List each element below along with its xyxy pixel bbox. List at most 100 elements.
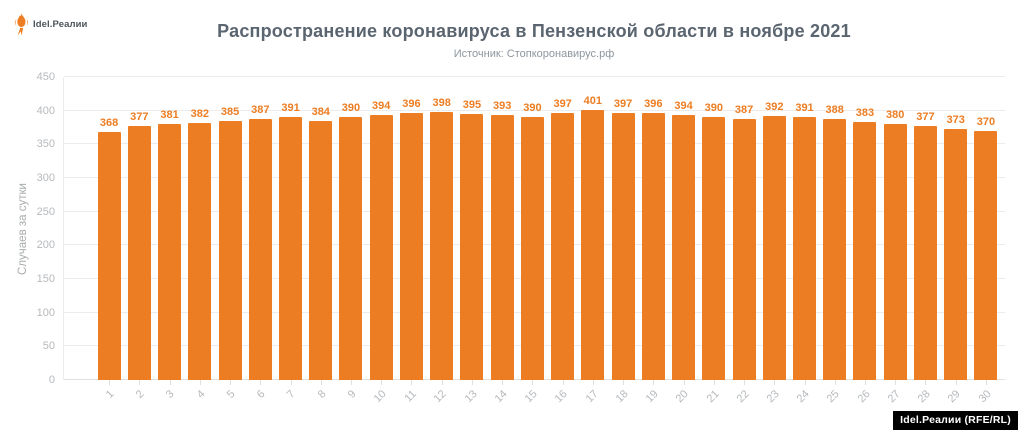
x-axis-tick xyxy=(471,380,473,385)
x-axis-tick-label-text: 3 xyxy=(164,388,178,401)
x-axis-tick-label-text: 28 xyxy=(915,388,933,406)
bar: 387 xyxy=(248,104,272,380)
x-axis-tick xyxy=(864,380,866,385)
bar-value-label: 394 xyxy=(372,99,391,112)
bar-slot: 12 398 xyxy=(427,77,457,405)
bar-slot: 21 390 xyxy=(699,77,729,405)
x-axis-tick-label-text: 22 xyxy=(734,388,752,406)
x-axis-tick xyxy=(623,380,625,385)
x-axis-tick xyxy=(139,380,141,385)
bar: 373 xyxy=(944,114,968,380)
bar-slot: 29 373 xyxy=(941,77,971,405)
x-axis-tick xyxy=(502,380,504,385)
x-axis-tick xyxy=(683,380,685,385)
x-axis-tick-label-text: 17 xyxy=(583,388,601,406)
x-axis-tick xyxy=(381,380,383,385)
bar-slot: 1 368 xyxy=(94,77,124,401)
bar-value-label: 388 xyxy=(825,103,844,116)
bar-slot: 14 393 xyxy=(487,77,517,405)
bar: 397 xyxy=(551,98,575,380)
gridline xyxy=(64,109,1005,111)
bar-value-label: 385 xyxy=(220,105,240,118)
x-axis-tick xyxy=(713,380,715,385)
x-axis-tick xyxy=(834,380,836,385)
x-axis-tick xyxy=(109,380,111,385)
bar-value-label: 390 xyxy=(341,102,361,115)
bar-slot: 10 394 xyxy=(366,77,396,405)
bar-slot: 11 396 xyxy=(396,77,426,405)
bar: 390 xyxy=(339,102,363,380)
x-axis-tick-label-text: 18 xyxy=(613,388,631,406)
x-axis-tick-label-text: 13 xyxy=(462,388,480,406)
x-axis-tick xyxy=(532,380,534,385)
bar-slot: 19 396 xyxy=(638,77,668,405)
x-axis-tick xyxy=(985,380,987,385)
x-axis-tick-label-text: 9 xyxy=(345,388,359,401)
bar: 396 xyxy=(399,98,423,380)
bar: 394 xyxy=(672,100,696,380)
bar-slot: 26 383 xyxy=(850,77,880,405)
x-axis-tick-label-text: 10 xyxy=(371,388,389,406)
x-axis-tick-label-text: 19 xyxy=(643,388,661,406)
x-axis-tick-label-text: 4 xyxy=(194,388,208,401)
x-axis-tick xyxy=(260,380,262,385)
x-axis-tick-label-text: 7 xyxy=(285,388,299,401)
bar-slot: 30 370 xyxy=(971,77,1001,405)
bar-value-label: 390 xyxy=(523,102,542,115)
brand-logo-text: Idel.Реалии xyxy=(33,19,88,30)
bar: 391 xyxy=(793,102,816,380)
bar-slot: 5 385 xyxy=(215,77,245,401)
bar: 377 xyxy=(127,111,151,380)
x-axis-tick xyxy=(925,380,927,385)
bar: 391 xyxy=(279,102,303,380)
chart-subtitle: Источник: Стопкоронавирус.рф xyxy=(453,48,615,60)
y-axis-tick-label: 50 xyxy=(42,340,55,353)
bar: 394 xyxy=(369,100,393,380)
bar: 384 xyxy=(309,106,333,380)
bar-slot: 13 395 xyxy=(457,77,487,405)
bar-value-label: 397 xyxy=(553,97,572,110)
x-axis-tick-label-text: 8 xyxy=(315,388,329,401)
x-axis-tick xyxy=(320,380,322,385)
x-axis-tick-label-text: 5 xyxy=(224,388,238,401)
bar-value-label: 396 xyxy=(644,98,663,111)
bar: 393 xyxy=(490,100,514,380)
bar-slot: 23 392 xyxy=(759,77,789,405)
bar: 395 xyxy=(460,99,484,380)
bar-value-label: 390 xyxy=(704,102,723,115)
bar-value-label: 393 xyxy=(492,100,512,113)
plot-area: 0 50 100 150 200 250 300 350 400 450 1 368 2 377 3 381 4… xyxy=(37,71,1005,405)
bar-value-label: 380 xyxy=(886,109,905,122)
bar: 398 xyxy=(430,97,454,380)
bar-slot: 27 380 xyxy=(880,77,910,405)
x-axis-tick-label-text: 26 xyxy=(855,388,873,406)
x-axis-tick-label-text: 2 xyxy=(134,388,147,401)
y-axis-tick-label: 200 xyxy=(36,239,55,252)
bar-slot: 4 382 xyxy=(185,77,215,401)
gridline xyxy=(64,76,1005,77)
bar-value-label: 398 xyxy=(432,97,451,109)
bar-slot: 28 377 xyxy=(910,77,940,405)
x-axis-tick-label-text: 12 xyxy=(432,388,450,406)
x-axis-tick-label-text: 6 xyxy=(254,388,268,401)
bar-slot: 3 381 xyxy=(154,77,184,401)
bar: 382 xyxy=(188,108,212,380)
x-axis-tick xyxy=(562,380,564,385)
bars-container: 1 368 2 377 3 381 4 382 5 385 6 387 7 391 8 384 9 390 10 39… xyxy=(64,77,1005,405)
bar: 381 xyxy=(158,109,182,380)
x-axis-tick xyxy=(441,380,443,385)
y-axis-tick-label: 150 xyxy=(36,273,55,285)
attribution-badge: Idel.Реалии (RFE/RL) xyxy=(893,411,1018,430)
bar-value-label: 387 xyxy=(251,104,270,117)
x-axis-tick xyxy=(411,380,413,385)
x-axis-tick-label-text: 1 xyxy=(103,388,117,401)
x-axis-tick-label-text: 24 xyxy=(794,388,812,406)
bar-value-label: 377 xyxy=(130,111,149,124)
bar: 380 xyxy=(883,109,907,380)
bar: 388 xyxy=(823,104,847,380)
x-axis-tick xyxy=(744,380,746,385)
x-axis-tick-label-text: 30 xyxy=(976,388,994,406)
y-axis-tick-label: 350 xyxy=(36,138,55,151)
x-axis-tick-label-text: 16 xyxy=(552,388,571,406)
